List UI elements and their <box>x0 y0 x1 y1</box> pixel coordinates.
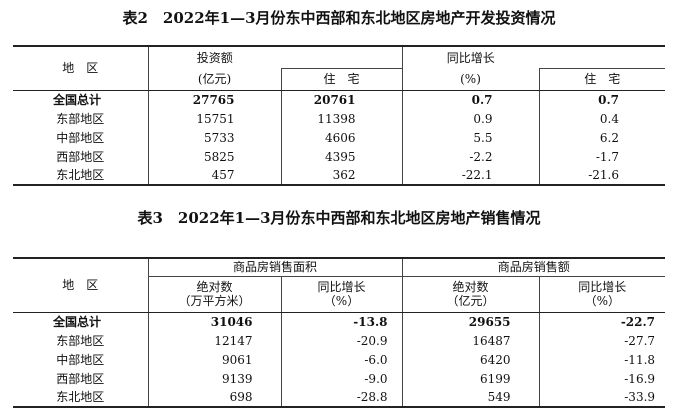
row-label: 西部地区 <box>56 371 105 386</box>
table3-title: 表3 2022年1—3月份东中西部和东北地区房地产销售情况 <box>137 209 541 227</box>
investment-unit: (亿元) <box>147 68 281 91</box>
yoy-unit: (%) <box>401 68 539 91</box>
sales-absolute-label: 绝对数 <box>452 280 489 294</box>
investment-header: 投资额 <box>147 45 281 68</box>
table2-title: 表2 2022年1—3月份东中西部和东北地区房地产开发投资情况 <box>122 9 556 27</box>
sales-table: 地 区 商品房销售面积 商品房销售额 绝对数 （万平方米） 同比增长 （%） 绝… <box>13 257 666 408</box>
yoy-value: -2.2 <box>401 147 539 166</box>
residential-yoy-value: 0.7 <box>538 90 665 109</box>
area-absolute-label: 绝对数 <box>196 280 233 294</box>
sales-value: 549 <box>401 388 540 408</box>
row-label: 中部地区 <box>56 130 105 145</box>
area-absolute-unit: （万平方米） <box>178 294 251 308</box>
sales-yoy-value: -16.9 <box>538 369 666 388</box>
area-yoy-value: -28.8 <box>280 388 403 408</box>
table-row: 中部地区 9061 -6.0 6420 -11.8 <box>13 350 666 369</box>
area-value: 12147 <box>147 331 281 350</box>
table-row: 西部地区 9139 -9.0 6199 -16.9 <box>13 369 666 388</box>
row-label: 东北地区 <box>13 388 148 408</box>
residential-value: 11398 <box>280 109 402 128</box>
sales-absolute-unit: （亿元） <box>446 294 495 308</box>
area-value: 31046 <box>147 312 281 331</box>
yoy-header: 同比增长 <box>401 45 539 68</box>
residential-value: 4395 <box>280 147 402 166</box>
yoy-value: -22.1 <box>401 166 539 186</box>
yoy-value: 5.5 <box>401 128 539 147</box>
row-label: 西部地区 <box>56 149 105 164</box>
sales-amount-group-header: 商品房销售额 <box>401 257 666 277</box>
row-label: 东北地区 <box>13 166 148 186</box>
residential-value: 20761 <box>280 90 402 109</box>
investment-table: 地 区 投资额 同比增长 (亿元) 住 宅 (%) 住 宅 全国总计 27765… <box>13 45 665 186</box>
sales-value: 6420 <box>401 350 540 369</box>
investment-value: 15751 <box>147 109 281 128</box>
sales-value: 6199 <box>401 369 540 388</box>
investment-value: 27765 <box>147 90 281 109</box>
residential-yoy-value: 6.2 <box>538 128 665 147</box>
row-label: 全国总计 <box>53 314 102 329</box>
residential-yoy-value: -21.6 <box>538 166 665 186</box>
row-label: 东部地区 <box>56 333 105 348</box>
investment-value: 457 <box>147 166 281 186</box>
row-label: 全国总计 <box>53 92 102 107</box>
area-yoy-value: -9.0 <box>280 369 403 388</box>
residential-investment-header: 住 宅 <box>280 67 402 91</box>
table-row: 东北地区 698 -28.8 549 -33.9 <box>13 388 666 408</box>
region-header: 地 区 <box>13 257 148 313</box>
area-value: 9139 <box>147 369 281 388</box>
table-row: 东北地区 457 362 -22.1 -21.6 <box>13 166 665 186</box>
table-row: 全国总计 31046 -13.8 29655 -22.7 <box>13 312 666 331</box>
sales-yoy-header: 同比增长 （%） <box>538 276 666 313</box>
table-row: 东部地区 15751 11398 0.9 0.4 <box>13 109 665 128</box>
sales-yoy-value: -27.7 <box>538 331 666 350</box>
region-header: 地 区 <box>13 45 148 91</box>
sales-absolute-header: 绝对数 （亿元） <box>401 276 540 313</box>
sales-value: 16487 <box>401 331 540 350</box>
area-yoy-value: -20.9 <box>280 331 403 350</box>
residential-value: 362 <box>280 166 402 186</box>
investment-value: 5733 <box>147 128 281 147</box>
yoy-value: 0.9 <box>401 109 539 128</box>
area-yoy-header: 同比增长 （%） <box>280 276 403 313</box>
area-value: 698 <box>147 388 281 408</box>
area-yoy-value: -6.0 <box>280 350 403 369</box>
sales-yoy-value: -22.7 <box>538 312 666 331</box>
residential-yoy-header: 住 宅 <box>538 67 665 91</box>
sales-yoy-unit: （%） <box>584 294 620 308</box>
residential-value: 4606 <box>280 128 402 147</box>
residential-yoy-value: -1.7 <box>538 147 665 166</box>
area-absolute-header: 绝对数 （万平方米） <box>147 276 281 313</box>
sales-yoy-value: -33.9 <box>538 388 666 408</box>
area-yoy-value: -13.8 <box>280 312 403 331</box>
table-row: 西部地区 5825 4395 -2.2 -1.7 <box>13 147 665 166</box>
sales-yoy-value: -11.8 <box>538 350 666 369</box>
row-label: 东部地区 <box>56 111 105 126</box>
sales-yoy-label: 同比增长 <box>578 280 627 294</box>
yoy-value: 0.7 <box>401 90 539 109</box>
row-label: 中部地区 <box>56 352 105 367</box>
table-row: 东部地区 12147 -20.9 16487 -27.7 <box>13 331 666 350</box>
sales-value: 29655 <box>401 312 540 331</box>
area-yoy-label: 同比增长 <box>317 280 366 294</box>
area-yoy-unit: （%） <box>323 294 360 308</box>
investment-value: 5825 <box>147 147 281 166</box>
area-value: 9061 <box>147 350 281 369</box>
table-row: 中部地区 5733 4606 5.5 6.2 <box>13 128 665 147</box>
table-row: 全国总计 27765 20761 0.7 0.7 <box>13 90 665 109</box>
sales-area-group-header: 商品房销售面积 <box>147 257 403 277</box>
residential-yoy-value: 0.4 <box>538 109 665 128</box>
